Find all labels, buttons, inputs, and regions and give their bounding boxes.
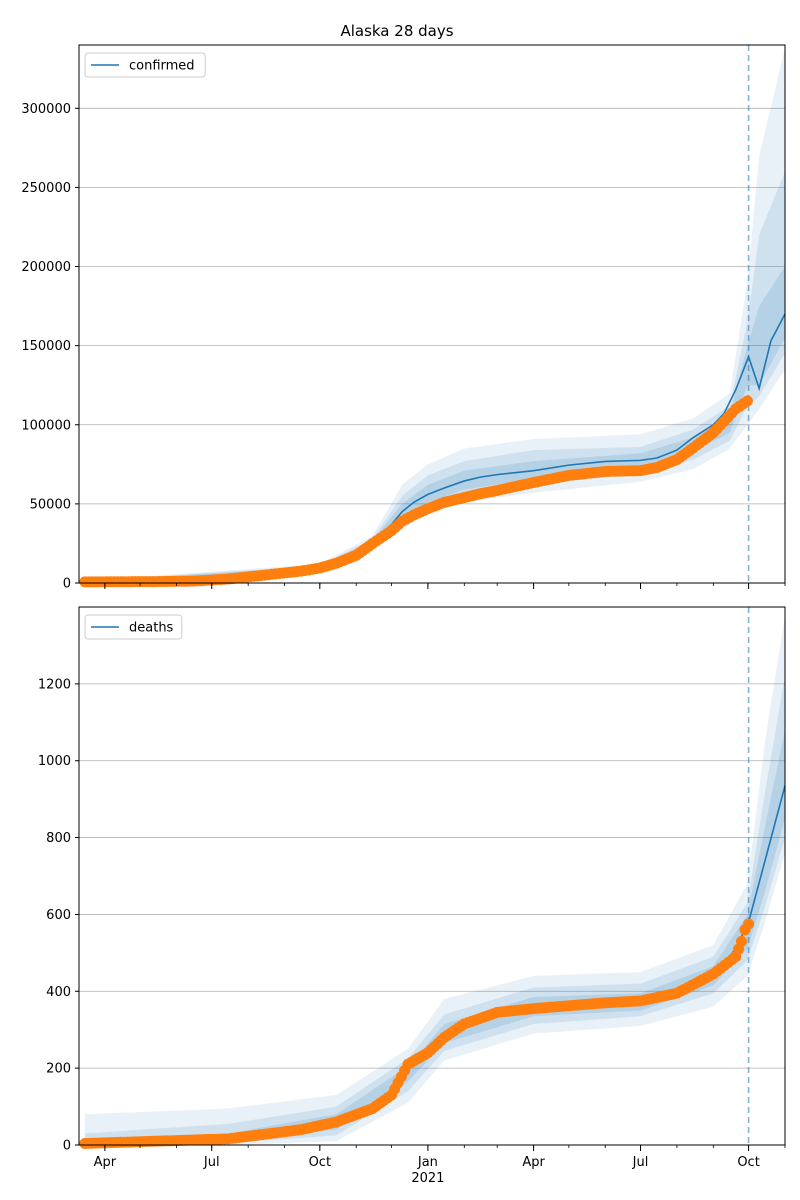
y-tick-label: 200 bbox=[46, 1062, 71, 1077]
plot-frame bbox=[78, 44, 786, 584]
y-tick-label: 50000 bbox=[30, 497, 71, 512]
uncertainty-band-2 bbox=[84, 729, 786, 1145]
legend: confirmed bbox=[84, 52, 206, 78]
observed-point bbox=[736, 935, 748, 947]
observed-point bbox=[743, 918, 755, 930]
uncertainty-band-0 bbox=[84, 48, 786, 583]
y-tick-label: 0 bbox=[63, 577, 71, 592]
x-tick-label: Apr bbox=[94, 1155, 117, 1170]
uncertainty-band-1 bbox=[84, 676, 786, 1145]
observed-point bbox=[741, 395, 753, 407]
plot-frame bbox=[78, 606, 786, 1146]
x-tick-label: Apr bbox=[522, 1155, 545, 1170]
y-tick-label: 600 bbox=[46, 908, 71, 923]
legend-label: deaths bbox=[129, 621, 174, 636]
x-tick-label: Oct bbox=[309, 1155, 331, 1170]
x-tick-label: Oct bbox=[737, 1155, 759, 1170]
x-tick-sublabel: 2021 bbox=[411, 1171, 444, 1186]
x-tick-label: Jul bbox=[632, 1155, 649, 1170]
uncertainty-band-0 bbox=[84, 614, 786, 1145]
y-tick-label: 800 bbox=[46, 831, 71, 846]
legend: deaths bbox=[84, 614, 183, 640]
legend-box bbox=[84, 614, 183, 640]
y-tick-label: 100000 bbox=[21, 418, 71, 433]
y-tick-label: 200000 bbox=[21, 260, 71, 275]
x-tick-label: Jan bbox=[417, 1155, 438, 1170]
legend-label: confirmed bbox=[129, 59, 195, 74]
y-tick-label: 400 bbox=[46, 985, 71, 1000]
x-tick-label: Jul bbox=[203, 1155, 220, 1170]
y-tick-label: 1000 bbox=[38, 754, 71, 769]
y-tick-label: 250000 bbox=[21, 181, 71, 196]
y-tick-label: 300000 bbox=[21, 102, 71, 117]
confirmed-panel: 0 50000 100000 150000 200000 250000 300000 conf… bbox=[21, 44, 786, 592]
chart-title: Alaska 28 days bbox=[340, 22, 453, 40]
y-tick-label: 1200 bbox=[38, 677, 71, 692]
uncertainty-band-1 bbox=[84, 171, 786, 583]
median-line bbox=[84, 313, 786, 583]
y-tick-label: 150000 bbox=[21, 339, 71, 354]
y-tick-label: 0 bbox=[63, 1139, 71, 1154]
legend-box bbox=[84, 52, 206, 78]
